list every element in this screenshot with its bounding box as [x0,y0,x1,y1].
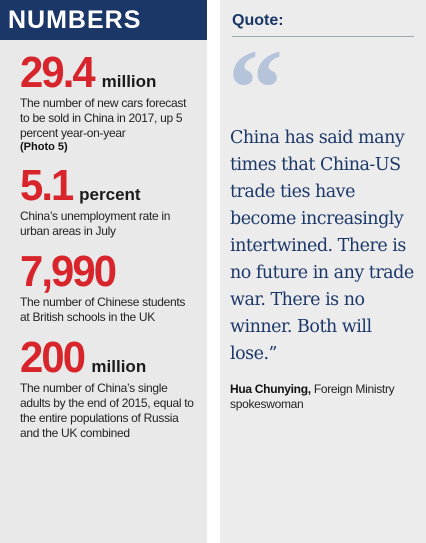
quote-mark: “ [228,27,283,149]
description: China’s unemployment rate in urban areas… [20,209,171,238]
description: The number of China’s single adults by t… [20,381,194,440]
quote-panel: Quote: “ China has said many times that … [220,0,426,543]
number-item: 7,990 The number of Chinese students at B… [20,247,195,325]
figure-line: 200 million [20,333,195,382]
description: The number of new cars forecast to be so… [20,96,187,140]
numbers-panel: NUMBERS 29.4 million The number of new car… [0,0,207,543]
figure-line: 5.1 percent [20,161,195,210]
speaker-name: Hua Chunying, [230,382,311,396]
figure: 29.4 [20,48,96,97]
quote-label: Quote: [232,12,414,37]
unit: million [101,72,157,91]
speaker: Hua Chunying, Foreign Ministry spokeswom… [230,382,410,412]
unit: million [91,357,147,376]
quote-text: China has said many times that China-US … [230,128,414,364]
note: (Photo 5) [20,141,68,153]
number-item: 5.1 percent China’s unemployment rate in u… [20,161,195,239]
number-item: 29.4 million The number of new cars foreca… [20,48,195,154]
figure: 7,990 [20,247,117,296]
figure-line: 7,990 [20,247,195,296]
numbers-title: NUMBERS [0,0,207,40]
unit: percent [79,185,141,204]
figure-line: 29.4 million [20,48,195,97]
figure: 200 [20,333,86,382]
number-item: 200 million The number of China’s single a… [20,333,195,441]
figure: 5.1 [20,161,74,210]
speaker-role: Foreign Ministry spokeswoman [230,382,395,411]
numbers-list: 29.4 million The number of new cars foreca… [0,48,207,441]
description: The number of Chinese students at Britis… [20,295,186,324]
